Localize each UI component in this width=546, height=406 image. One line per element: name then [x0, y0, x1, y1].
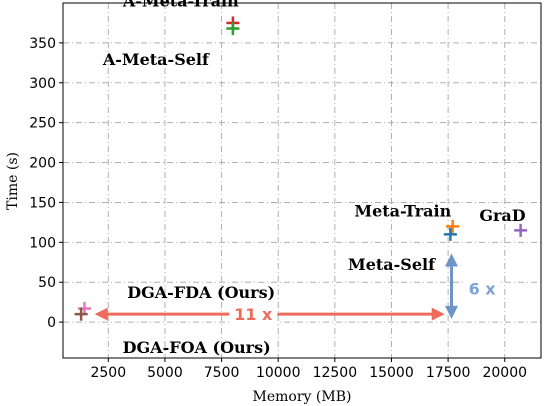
scatter-point [446, 219, 460, 233]
point-label: DGA-FOA (Ours) [123, 338, 271, 357]
x-tick-label: 5000 [147, 365, 183, 381]
ratio-label: 6 x [469, 280, 497, 299]
point-labels: A-Meta-Train A-Meta-Self Meta-Train Meta-Se… [102, 0, 526, 357]
x-tick-label: 12500 [313, 365, 358, 381]
plot-frame [62, 2, 542, 359]
point-label: DGA-FDA (Ours) [127, 283, 275, 302]
point-label: Meta-Train [354, 201, 451, 220]
ratio-label: 11 x [234, 305, 273, 324]
data-points [74, 16, 528, 321]
y-axis-label: Time (s) [5, 152, 21, 210]
y-tick-label: 200 [29, 156, 56, 172]
x-tick-label: 10000 [256, 365, 301, 381]
scatter-point [226, 22, 240, 36]
arrow-head [431, 307, 445, 321]
scatter-point [74, 307, 88, 321]
y-tick-label: 50 [38, 275, 56, 291]
point-label: A-Meta-Self [102, 50, 210, 69]
x-tick-label: 7500 [204, 365, 240, 381]
x-tick-label: 20000 [482, 365, 527, 381]
ratio-label-background [229, 303, 278, 326]
x-tick-label: 15000 [369, 365, 414, 381]
y-tick-label: 100 [29, 235, 56, 251]
point-label: Meta-Self [348, 255, 436, 274]
y-tick-label: 150 [29, 195, 56, 211]
ratio-label-background [463, 277, 502, 300]
y-tick-label: 0 [47, 315, 56, 331]
y-tick-label: 250 [29, 116, 56, 132]
scatter-point [443, 227, 457, 241]
point-label: GraD [479, 206, 525, 225]
x-tick-label: 2500 [90, 365, 126, 381]
arrow-head [445, 253, 459, 267]
x-tick-label: 17500 [426, 365, 471, 381]
point-label: A-Meta-Train [122, 0, 239, 11]
y-tick-label: 350 [29, 36, 56, 52]
arrow-head [94, 307, 108, 321]
arrow-annotations: 11 x 6 x [94, 253, 502, 326]
x-axis-label: Memory (MB) [253, 389, 352, 405]
y-tick-label: 300 [29, 76, 56, 92]
grid-lines [63, 3, 541, 358]
axis-ticks: 2500 5000 7500 10000 12500 15000 17500 20000 0 50… [29, 36, 527, 381]
scatter-point [514, 223, 528, 237]
arrow-head [445, 305, 459, 319]
